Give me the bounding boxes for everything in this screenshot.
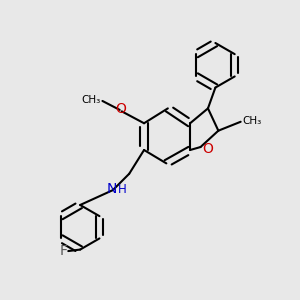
Text: CH₃: CH₃ [242, 116, 261, 126]
Text: H: H [117, 183, 126, 196]
Text: O: O [115, 102, 126, 116]
Text: CH₃: CH₃ [82, 95, 101, 105]
Text: N: N [107, 182, 117, 196]
Text: O: O [202, 142, 213, 156]
Text: F: F [60, 244, 68, 258]
